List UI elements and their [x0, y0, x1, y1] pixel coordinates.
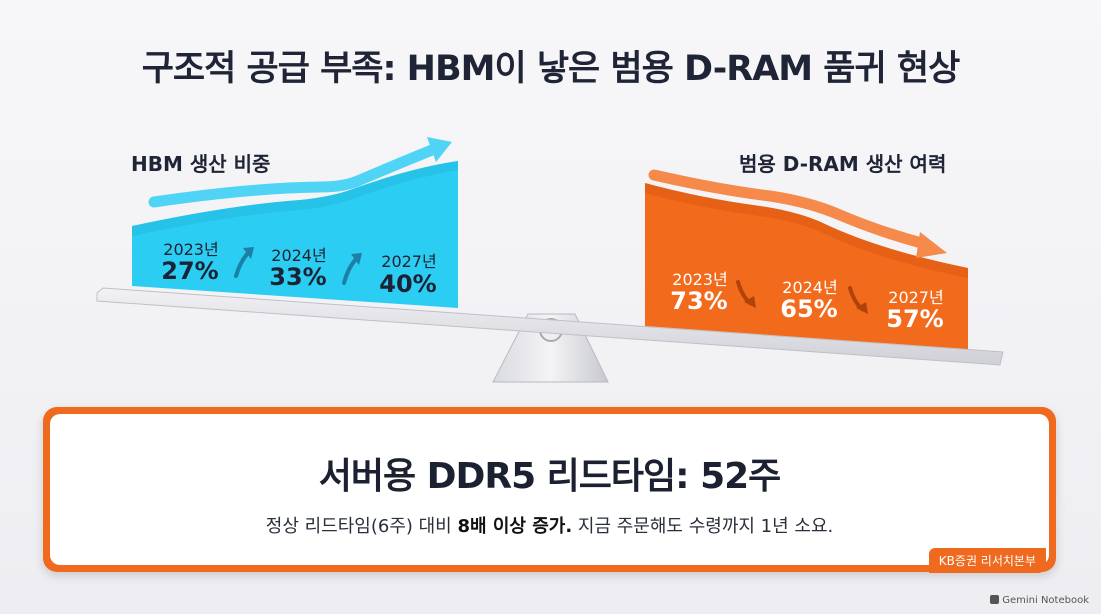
hbm-year-2: 2024년	[271, 246, 327, 265]
callout-sub-bold: 8배 이상 증가.	[457, 516, 573, 537]
hbm-share-panel-shade	[132, 161, 458, 236]
up-arrow-icon-head	[351, 253, 362, 265]
callout-sub-after: 지금 주문해도 수령까지 1년 소요.	[572, 516, 834, 537]
hbm-year-1: 2023년	[163, 240, 219, 259]
dram-value-2: 65%	[780, 295, 838, 323]
up-arrow-icon	[342, 257, 358, 285]
callout-inner: 서버용 DDR5 리드타임: 52주 정상 리드타임(6주) 대비 8배 이상 …	[50, 414, 1049, 565]
callout-headline: 서버용 DDR5 리드타임: 52주	[318, 456, 782, 497]
dram-value-3: 57%	[886, 305, 944, 333]
lead-time-callout: 서버용 DDR5 리드타임: 52주 정상 리드타임(6주) 대비 8배 이상 …	[43, 407, 1056, 573]
hbm-share-label: HBM 생산 비중	[131, 152, 271, 176]
source-tag: KB증권 리서치본부	[928, 548, 1046, 573]
dram-trend-arrow	[648, 169, 931, 250]
footer-text: Gemini Notebook	[1002, 595, 1089, 606]
hbm-value-3: 40%	[379, 270, 437, 298]
hbm-trend-arrowhead	[427, 137, 452, 162]
down-arrow-icon-head	[856, 302, 868, 314]
hbm-year-3: 2027년	[381, 252, 437, 271]
dram-year-2: 2024년	[782, 278, 838, 297]
callout-sub-before: 정상 리드타임(6주) 대비	[265, 516, 458, 537]
dram-value-1: 73%	[670, 287, 728, 315]
hbm-share-panel	[132, 161, 458, 308]
dram-year-1: 2023년	[672, 270, 728, 289]
up-arrow-icon	[234, 251, 250, 278]
up-arrow-icon-head	[243, 247, 254, 259]
dram-capacity-label: 범용 D-RAM 생산 여력	[739, 152, 947, 176]
hbm-trend-arrow	[148, 144, 438, 208]
dram-trend-arrowhead	[916, 232, 947, 258]
footer-watermark: Gemini Notebook	[990, 595, 1089, 606]
dram-capacity-panel-shade	[645, 183, 968, 278]
hbm-value-1: 27%	[161, 257, 219, 285]
hbm-value-2: 33%	[269, 263, 327, 291]
down-arrow-icon-head	[744, 296, 756, 308]
seesaw-beam	[96, 287, 1004, 366]
dram-capacity-panel	[645, 183, 968, 349]
page-title: 구조적 공급 부족: HBM이 낳은 범용 D-RAM 품귀 현상	[141, 49, 961, 89]
dram-year-3: 2027년	[888, 288, 944, 307]
notebook-icon	[990, 595, 1000, 604]
callout-subtext: 정상 리드타임(6주) 대비 8배 이상 증가. 지금 주문해도 수령까지 1년…	[50, 512, 1049, 538]
